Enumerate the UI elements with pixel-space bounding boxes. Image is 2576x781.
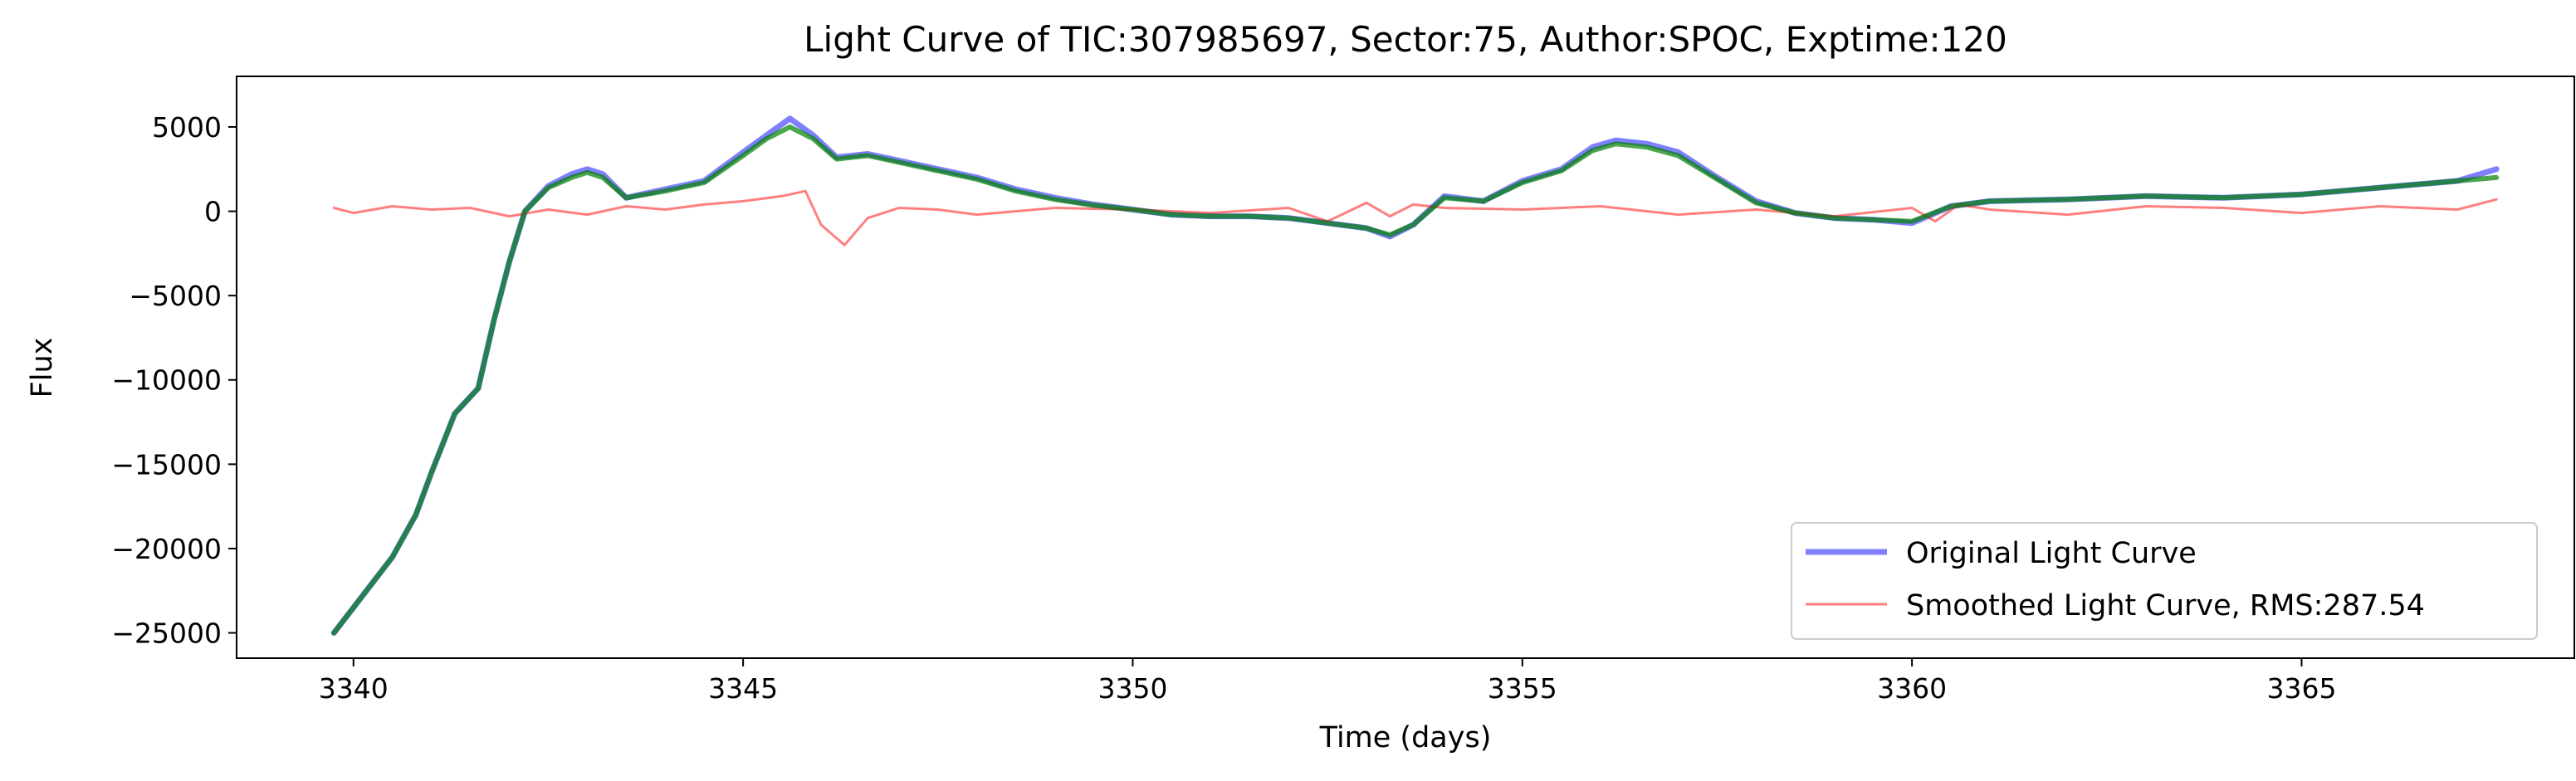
legend-label-original: Original Light Curve [1906,537,2197,570]
legend-label-smoothed: Smoothed Light Curve, RMS:287.54 [1906,589,2425,622]
y-axis-label: Flux [26,338,59,398]
legend: Original Light Curve Smoothed Light Curv… [1791,522,2538,640]
plot-area [236,76,2575,659]
series-line-fit [331,124,2500,636]
legend-box [1791,522,2538,640]
y-tick-label: −5000 [129,280,222,312]
y-axis-ticks: 5000 0 −5000 −10000 −15000 −20000 −25000 [111,111,237,650]
y-tick-label: −10000 [111,364,222,397]
x-tick-label: 3355 [1488,672,1557,705]
x-tick-label: 3340 [319,672,389,705]
x-axis-ticks: 3340 3345 3350 3355 3360 3365 [319,658,2336,705]
series-line-smoothed [332,189,2498,247]
y-tick-label: −20000 [111,533,222,565]
x-axis-label: Time (days) [1319,721,1492,754]
y-tick-label: −25000 [111,617,222,650]
x-tick-label: 3365 [2266,672,2336,705]
x-tick-label: 3345 [708,672,778,705]
axes-frame [236,76,2575,659]
x-tick-label: 3350 [1097,672,1167,705]
y-tick-label: 5000 [152,111,222,144]
chart-title: Light Curve of TIC:307985697, Sector:75,… [804,19,2007,60]
y-tick-label: −15000 [111,448,222,481]
series-layer [330,115,2500,636]
x-tick-label: 3360 [1877,672,1947,705]
y-tick-label: 0 [204,196,222,228]
